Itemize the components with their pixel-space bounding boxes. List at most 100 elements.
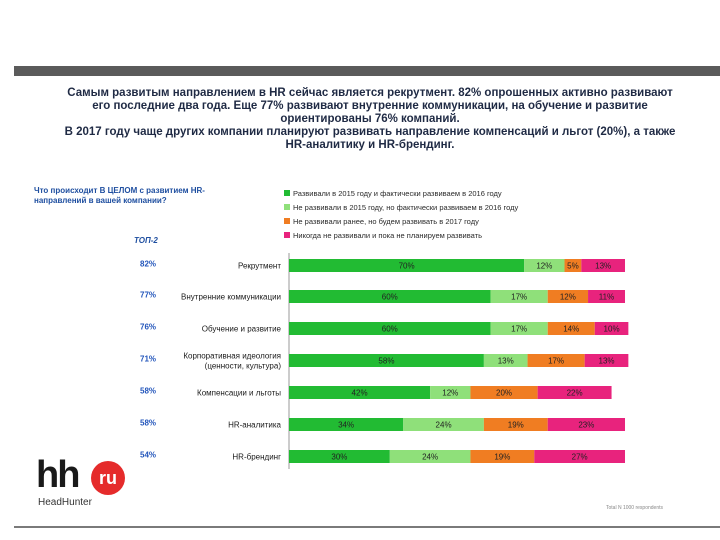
- bar-segment-series-4: [534, 450, 625, 463]
- bar-segment-series-3: [527, 354, 585, 367]
- category-label: Обучение и развитие: [202, 325, 282, 334]
- survey-question: Что происходит В ЦЕЛОМ с развитием HR- н…: [34, 186, 254, 206]
- top2-value: 77%: [140, 291, 156, 300]
- logo-hh-mark: hh: [36, 454, 80, 496]
- bar-segment-label: 5%: [567, 262, 579, 271]
- headline-line-3: ориентированы 76% компаний.: [280, 113, 460, 125]
- bar-segment-label: 42%: [352, 389, 368, 398]
- bar-segment-series-1: [289, 322, 491, 335]
- bar-segment-series-4: [547, 418, 625, 431]
- headhunter-logo: hh ru HeadHunter: [36, 455, 136, 513]
- bar-segment-label: 20%: [496, 389, 512, 398]
- bar-segment-label: 10%: [604, 325, 620, 334]
- logo-ru-badge: ru: [91, 461, 125, 495]
- legend-swatch-1: [284, 190, 290, 196]
- top2-value: 58%: [140, 387, 156, 396]
- bar-segment-label: 12%: [442, 389, 458, 398]
- bar-segment-series-4: [581, 259, 625, 272]
- legend-label-3: Не развивали ранее, но будем развивать в…: [293, 216, 479, 226]
- bar-segment-series-1: [289, 418, 404, 431]
- legend-swatch-4: [284, 232, 290, 238]
- bar-segment-series-3: [564, 259, 582, 272]
- category-label-line: HR-аналитика: [228, 421, 281, 430]
- legend-label-2: Не развивали в 2015 году, но фактически …: [293, 202, 519, 212]
- bar-segment-label: 24%: [436, 421, 452, 430]
- bar-segment-label: 30%: [331, 453, 347, 462]
- bar-segment-label: 60%: [382, 325, 398, 334]
- bar-segment-series-1: [289, 290, 491, 303]
- bar-segment-series-2: [524, 259, 565, 272]
- category-label: Внутренние коммуникации: [181, 293, 281, 302]
- category-label: HR-аналитика: [228, 421, 281, 430]
- legend-swatch-2: [284, 204, 290, 210]
- legend-label-1: Развивали в 2015 году и фактически разви…: [293, 188, 502, 198]
- category-label: Рекрутмент: [238, 262, 281, 271]
- bar-segment-series-2: [430, 386, 471, 399]
- bar-segment-label: 24%: [422, 453, 438, 462]
- bar-segment-label: 34%: [338, 421, 354, 430]
- legend-item-3: Не развивали ранее, но будем развивать в…: [284, 214, 614, 228]
- bar-segment-label: 17%: [511, 293, 527, 302]
- question-line-2: направлений в вашей компании?: [34, 196, 167, 205]
- category-label: HR-брендинг: [232, 453, 281, 462]
- headline-line-4: В 2017 году чаще других компании планиру…: [64, 126, 676, 138]
- bar-segment-label: 14%: [563, 325, 579, 334]
- bar-segment-label: 17%: [548, 357, 564, 366]
- bar-segment-label: 60%: [382, 293, 398, 302]
- bar-segment-series-2: [490, 290, 548, 303]
- bar-segment-series-4: [584, 354, 629, 367]
- question-line-1: Что происходит В ЦЕЛОМ с развитием HR-: [34, 186, 205, 195]
- legend-item-2: Не развивали в 2015 году, но фактически …: [284, 200, 614, 214]
- top2-value: 71%: [140, 355, 156, 364]
- category-label-line: Внутренние коммуникации: [181, 293, 281, 302]
- bar-segment-label: 12%: [536, 262, 552, 271]
- legend-item-1: Развивали в 2015 году и фактически разви…: [284, 186, 614, 200]
- category-label-line: HR-брендинг: [232, 453, 281, 462]
- bar-segment-series-2: [403, 418, 484, 431]
- category-label-line: Рекрутмент: [238, 262, 281, 271]
- bar-segment-series-1: [289, 386, 431, 399]
- bar-segment-label: 19%: [494, 453, 510, 462]
- bar-segment-series-2: [490, 322, 548, 335]
- bottom-divider-line: [14, 526, 720, 528]
- top2-value: 76%: [140, 323, 156, 332]
- bar-segment-label: 27%: [572, 453, 588, 462]
- bar-segment-series-3: [483, 418, 548, 431]
- bar-segment-label: 58%: [378, 357, 394, 366]
- bar-segment-series-3: [547, 322, 595, 335]
- bar-segment-label: 11%: [599, 293, 614, 302]
- top2-value: 54%: [140, 451, 156, 460]
- slide-headline: Самым развитым направлением в HR сейчас …: [36, 87, 704, 152]
- bar-segment-series-4: [537, 386, 612, 399]
- category-label: Компенсации и льготы: [197, 389, 281, 398]
- bar-segment-series-3: [470, 450, 535, 463]
- headline-line-1: Самым развитым направлением в HR сейчас …: [67, 87, 673, 99]
- headline-line-2: его последние два года. Еще 77% развиваю…: [92, 100, 648, 112]
- bar-segment-series-4: [594, 322, 629, 335]
- chart-legend: Развивали в 2015 году и фактически разви…: [284, 186, 614, 242]
- top-divider-bar: [14, 66, 720, 76]
- legend-swatch-3: [284, 218, 290, 224]
- bar-segment-label: 13%: [498, 357, 514, 366]
- bar-segment-label: 17%: [511, 325, 527, 334]
- bar-segment-series-1: [289, 354, 484, 367]
- source-note: Total N 1000 respondents: [606, 505, 663, 511]
- bar-segment-label: 23%: [578, 421, 594, 430]
- top2-value: 58%: [140, 419, 156, 428]
- bar-segment-label: 70%: [399, 262, 415, 271]
- bar-segment-series-1: [289, 450, 390, 463]
- bar-segment-series-1: [289, 259, 525, 272]
- legend-item-4: Никогда не развивали и пока не планируем…: [284, 228, 614, 242]
- bar-segment-series-2: [483, 354, 528, 367]
- bar-segment-label: 22%: [567, 389, 583, 398]
- bar-segment-series-3: [470, 386, 538, 399]
- category-label-line: (ценности, культура): [205, 362, 282, 371]
- bar-segment-label: 13%: [599, 357, 615, 366]
- bar-segment-label: 19%: [508, 421, 524, 430]
- bar-segment-series-2: [389, 450, 471, 463]
- top2-value: 82%: [140, 260, 156, 269]
- category-label-line: Корпоративная идеология: [183, 352, 281, 361]
- bar-segment-series-3: [547, 290, 589, 303]
- top2-header: ТОП-2: [134, 236, 158, 245]
